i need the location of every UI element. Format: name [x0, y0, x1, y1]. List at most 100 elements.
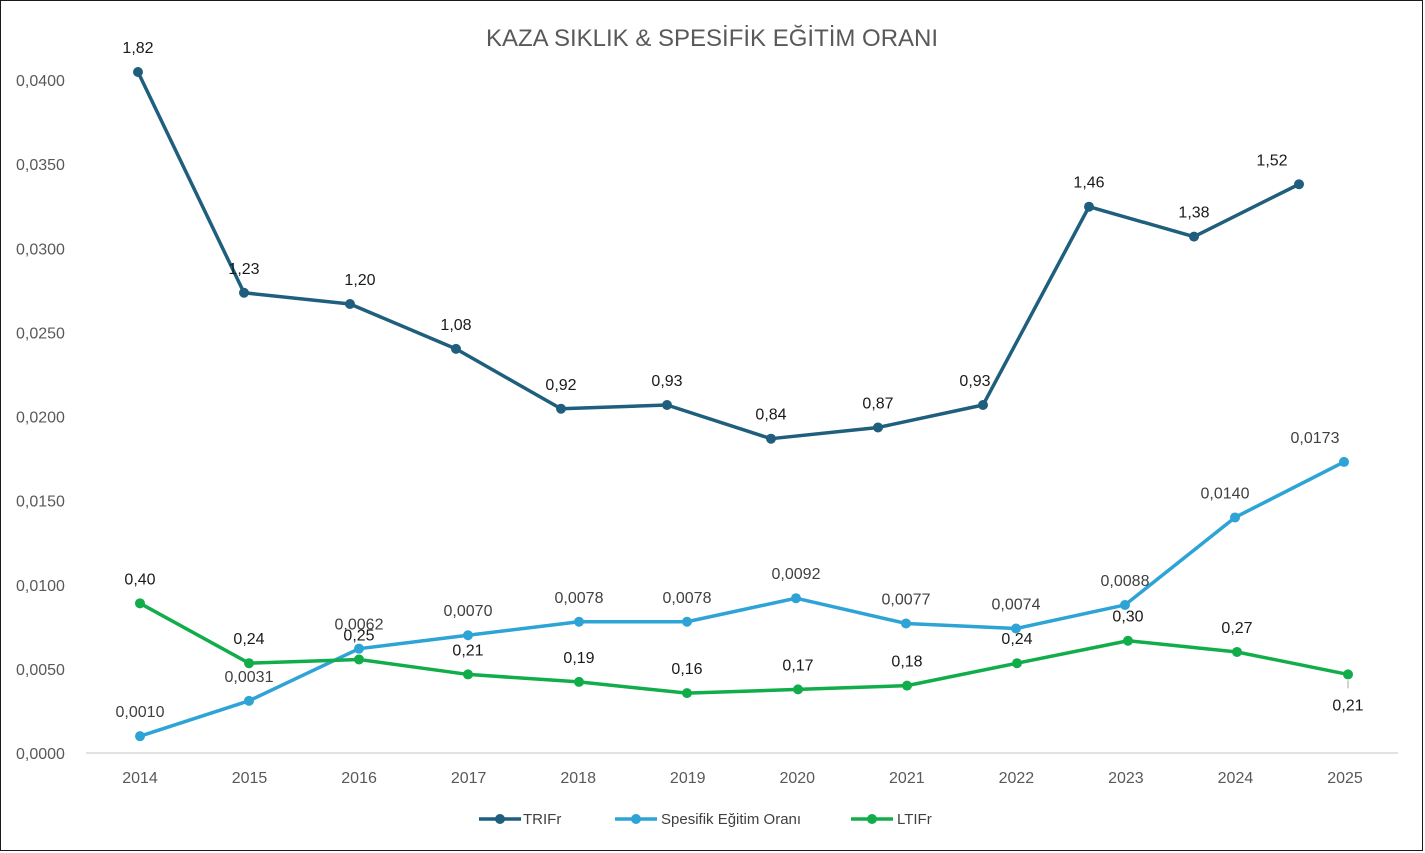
- data-point-trifr: [1189, 231, 1199, 242]
- series-layer: 1,82 1,23 1,20 1,08 0,92 0,93 0,84 0,87 0,93 1,46…: [116, 40, 1364, 742]
- data-point-egitim: [135, 731, 145, 742]
- series-line-egitim: [138, 460, 1346, 738]
- y-tick-label: 0,0200: [16, 410, 65, 427]
- data-label-ltifr: 0,40: [124, 571, 155, 588]
- data-point-ltifr: [574, 676, 584, 687]
- data-point-ltifr: [135, 598, 145, 609]
- legend-item-egitim: Spesifik Eğitim Oranı: [615, 811, 801, 828]
- data-point-ltifr: [1012, 658, 1022, 669]
- data-point-trifr: [345, 298, 355, 309]
- data-label-trifr: 1,20: [344, 272, 375, 289]
- data-point-ltifr: [682, 688, 692, 699]
- data-point-egitim: [463, 630, 473, 641]
- data-point-trifr: [766, 433, 776, 444]
- data-label-egitim: 0,0088: [1101, 573, 1150, 590]
- data-point-ltifr: [1343, 669, 1353, 680]
- data-point-egitim: [244, 695, 254, 706]
- data-label-egitim: 0,0077: [882, 591, 931, 608]
- data-point-ltifr: [463, 669, 473, 680]
- data-label-egitim: 0,0074: [992, 596, 1041, 613]
- legend-label: Spesifik Eğitim Oranı: [661, 811, 801, 828]
- data-point-trifr: [451, 343, 461, 354]
- data-point-egitim: [791, 593, 801, 604]
- data-point-trifr: [239, 287, 249, 298]
- x-tick-label: 2017: [451, 770, 487, 787]
- data-point-egitim: [574, 616, 584, 627]
- data-label-trifr: 1,46: [1073, 175, 1104, 192]
- data-point-egitim: [901, 618, 911, 629]
- data-label-trifr: 1,82: [122, 40, 153, 57]
- x-tick-label: 2016: [341, 770, 377, 787]
- y-tick-label: 0,0300: [16, 241, 65, 258]
- x-tick-label: 2022: [999, 770, 1035, 787]
- data-point-trifr: [1084, 201, 1094, 212]
- data-label-trifr: 0,93: [959, 373, 990, 390]
- data-label-ltifr: 0,18: [891, 654, 922, 671]
- x-tick-label: 2025: [1327, 770, 1363, 787]
- data-label-trifr: 0,92: [545, 377, 576, 394]
- data-point-ltifr: [1232, 646, 1242, 657]
- legend-marker: [631, 814, 641, 824]
- y-tick-label: 0,0150: [16, 494, 65, 511]
- x-tick-label: 2014: [122, 770, 158, 787]
- data-label-trifr: 0,87: [862, 395, 893, 412]
- data-point-trifr: [662, 400, 672, 411]
- x-tick-label: 2019: [670, 770, 706, 787]
- data-label-egitim: 0,0062: [335, 617, 384, 634]
- data-point-egitim: [682, 616, 692, 627]
- x-tick-label: 2021: [889, 770, 925, 787]
- y-axis: 0,0000 0,0050 0,0100 0,0150 0,0200 0,0250 0,03…: [16, 73, 65, 763]
- data-label-trifr: 1,08: [440, 317, 471, 334]
- data-label-trifr: 0,84: [755, 407, 786, 424]
- series-line-ltifr: [138, 601, 1350, 695]
- x-tick-label: 2018: [560, 770, 596, 787]
- data-point-trifr: [556, 403, 566, 414]
- data-point-ltifr: [793, 684, 803, 695]
- data-label-ltifr: 0,19: [563, 650, 594, 667]
- data-label-trifr: 1,23: [228, 261, 259, 278]
- data-point-trifr: [873, 422, 883, 433]
- legend-marker: [495, 814, 505, 824]
- y-tick-label: 0,0100: [16, 578, 65, 595]
- data-point-egitim: [1011, 623, 1021, 634]
- data-label-ltifr: 0,24: [1001, 631, 1032, 648]
- data-label-ltifr: 0,16: [671, 661, 702, 678]
- data-label-egitim: 0,0078: [663, 590, 712, 607]
- data-label-ltifr: 0,24: [233, 631, 264, 648]
- data-point-trifr: [1294, 179, 1304, 190]
- data-label-trifr: 1,52: [1256, 152, 1287, 169]
- data-label-egitim: 0,0092: [772, 566, 821, 583]
- data-label-ltifr: 0,30: [1112, 609, 1143, 626]
- data-label-ltifr: 0,25: [343, 627, 374, 644]
- series-line-trifr: [136, 70, 1301, 441]
- y-tick-label: 0,0350: [16, 157, 65, 174]
- x-tick-label: 2024: [1218, 770, 1254, 787]
- legend: TRIFr Spesifik Eğitim Oranı LTIFr: [479, 811, 932, 828]
- legend-label: TRIFr: [523, 811, 561, 828]
- legend-item-ltifr: LTIFr: [851, 811, 932, 828]
- data-label-egitim: 0,0140: [1201, 485, 1250, 502]
- chart-title: KAZA SIKLIK & SPESİFİK EĞİTİM ORANI: [486, 25, 938, 52]
- series-ltifr: 0,40 0,24 0,25 0,21 0,19 0,16 0,17 0,18 0,24 0,30…: [124, 571, 1363, 714]
- data-point-trifr: [978, 400, 988, 411]
- y-tick-label: 0,0400: [16, 73, 65, 90]
- data-label-egitim: 0,0070: [444, 603, 493, 620]
- x-tick-label: 2020: [779, 770, 815, 787]
- data-point-trifr: [133, 67, 143, 77]
- legend-label: LTIFr: [897, 811, 932, 828]
- data-point-ltifr: [902, 680, 912, 691]
- data-label-trifr: 1,38: [1178, 205, 1209, 222]
- data-point-ltifr: [244, 658, 254, 669]
- data-label-ltifr: 0,17: [782, 657, 813, 674]
- data-label-ltifr: 0,21: [452, 642, 483, 659]
- x-tick-label: 2015: [232, 770, 268, 787]
- series-trifr: 1,82 1,23 1,20 1,08 0,92 0,93 0,84 0,87 0,93 1,46…: [122, 40, 1304, 444]
- data-label-egitim: 0,0010: [116, 704, 165, 721]
- series-egitim: 0,0010 0,0031 0,0062 0,0070 0,0078 0,0078 0,00…: [116, 430, 1349, 742]
- data-label-egitim: 0,0173: [1291, 430, 1340, 447]
- legend-item-trifr: TRIFr: [479, 811, 561, 828]
- data-point-egitim: [354, 643, 364, 654]
- data-point-ltifr: [354, 654, 364, 665]
- x-axis: 2014 2015 2016 2017 2018 2019 2020 2021 2022 2023…: [86, 752, 1398, 787]
